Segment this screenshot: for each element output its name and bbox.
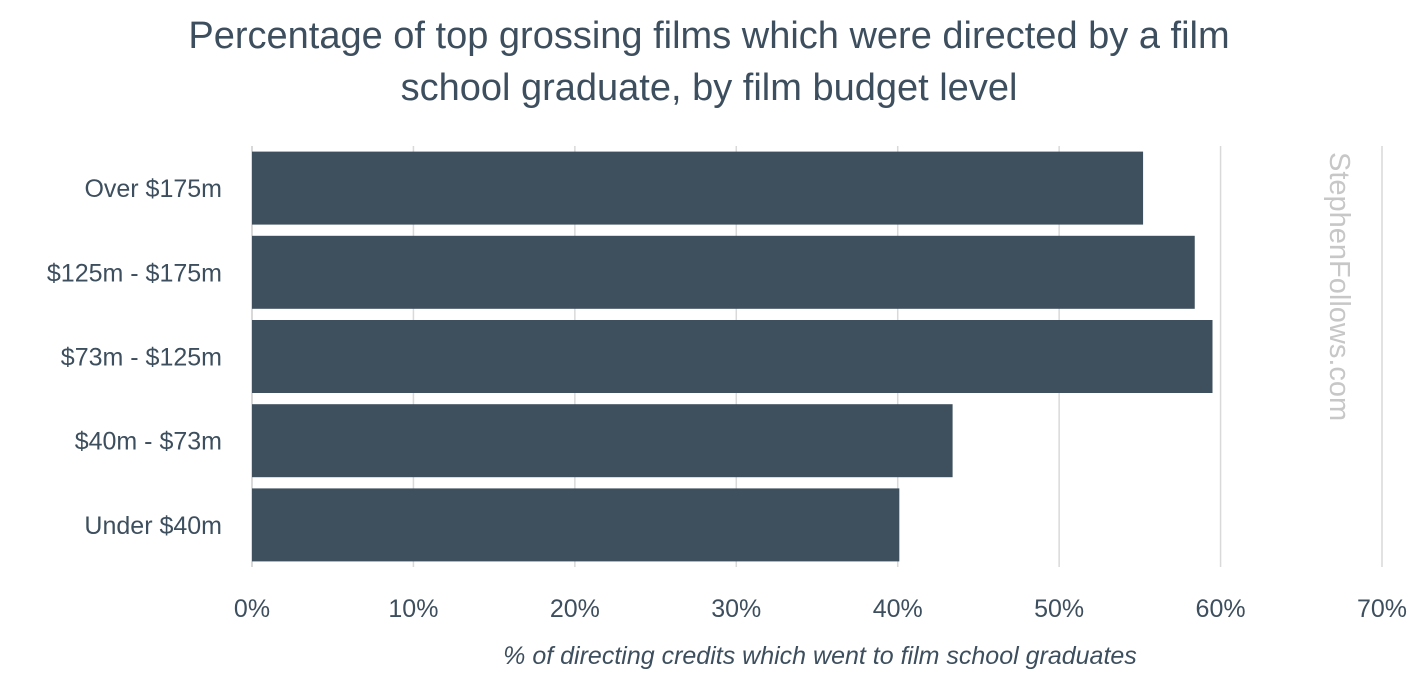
category-label: $40m - $73m	[75, 428, 222, 456]
bars	[252, 151, 1213, 562]
watermark: StephenFollows.com	[1323, 152, 1355, 421]
chart-title-line-2: school graduate, by film budget level	[400, 67, 1018, 109]
x-tick-label: 40%	[873, 595, 923, 623]
bar	[252, 404, 953, 478]
x-tick-label: 30%	[711, 595, 761, 623]
x-axis-label: % of directing credits which went to fil…	[503, 642, 1137, 670]
bar	[252, 151, 1144, 225]
category-labels: Over $175m $125m - $175m $73m - $125m $40m …	[47, 175, 222, 540]
category-label: Over $175m	[84, 175, 222, 203]
x-tick-label: 60%	[1196, 595, 1246, 623]
category-label: $73m - $125m	[61, 344, 222, 372]
x-tick-label: 70%	[1357, 595, 1407, 623]
bar	[252, 488, 900, 562]
x-tick-label: 10%	[388, 595, 438, 623]
x-tick-labels: 0% 10% 20% 30% 40% 50% 60% 70%	[234, 595, 1407, 623]
bar	[252, 235, 1195, 309]
category-label: Under $40m	[84, 512, 222, 540]
bar	[252, 320, 1213, 393]
x-tick-label: 0%	[234, 595, 270, 623]
category-label: $125m - $175m	[47, 259, 222, 287]
chart-title-line-1: Percentage of top grossing films which w…	[188, 15, 1230, 57]
chart-title: Percentage of top grossing films which w…	[0, 10, 1418, 114]
x-tick-label: 20%	[550, 595, 600, 623]
x-tick-label: 50%	[1034, 595, 1084, 623]
